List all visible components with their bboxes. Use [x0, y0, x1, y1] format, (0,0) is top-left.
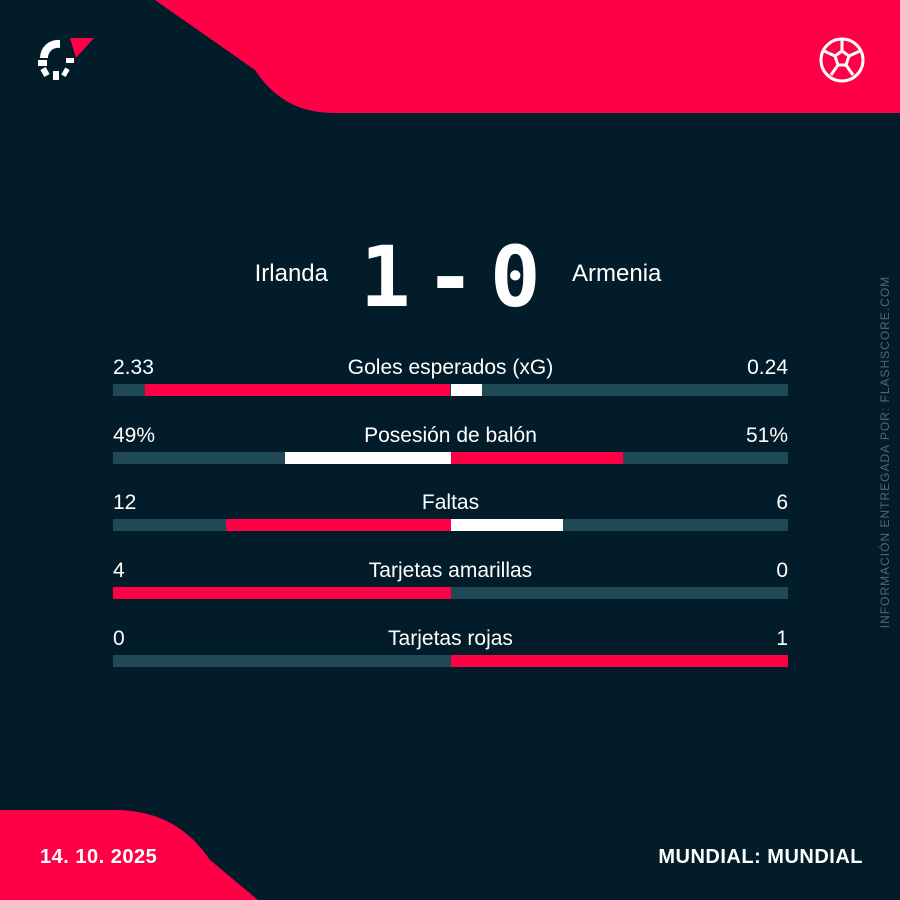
away-stat-value: 0.24 — [747, 356, 788, 379]
match-date: 14. 10. 2025 — [40, 846, 158, 868]
competition-name: MUNDIAL: MUNDIAL — [658, 846, 863, 868]
home-stat-bar — [113, 587, 451, 599]
stat-name: Goles esperados (xG) — [347, 356, 554, 379]
flashscore-logo-icon — [38, 38, 94, 80]
away-team-name: Armenia — [572, 260, 662, 287]
stat-name: Faltas — [421, 491, 480, 514]
away-stat-value: 1 — [776, 627, 788, 650]
home-stat-bar — [225, 519, 451, 531]
stat-row: 2.33 Goles esperados (xG) 0.24 — [113, 355, 788, 396]
header-red-band — [155, 0, 900, 113]
footer-red-shape — [0, 810, 258, 900]
home-stat-value: 0 — [113, 627, 125, 650]
stat-name: Tarjetas amarillas — [368, 559, 533, 582]
stat-row: 0 Tarjetas rojas 1 — [113, 626, 788, 667]
away-stat-value: 6 — [776, 491, 788, 514]
stat-bar-track — [113, 655, 788, 667]
stat-bar-track — [113, 587, 788, 599]
score-separator: - — [425, 228, 476, 326]
stat-row: 4 Tarjetas amarillas 0 — [113, 558, 788, 599]
home-stat-value: 49% — [113, 424, 156, 447]
away-score: 0 — [490, 228, 541, 326]
away-stat-bar — [450, 452, 623, 464]
source-credit: INFORMACIÓN ENTREGADA POR: FLASHSCORE.CO… — [878, 275, 892, 629]
stat-bar-track — [113, 384, 788, 396]
home-stat-value: 12 — [113, 491, 137, 514]
away-stat-value: 0 — [776, 559, 788, 582]
stat-row: 12 Faltas 6 — [113, 490, 788, 531]
away-stat-bar — [450, 655, 788, 667]
home-stat-value: 4 — [113, 559, 125, 582]
home-stat-value: 2.33 — [113, 356, 154, 379]
stat-name: Posesión de balón — [364, 424, 537, 447]
home-stat-bar — [285, 452, 451, 464]
stat-bar-track — [113, 452, 788, 464]
away-stat-bar — [450, 384, 483, 396]
home-stat-bar — [144, 384, 451, 396]
away-stat-value: 51% — [745, 424, 788, 447]
stat-bar-track — [113, 519, 788, 531]
away-stat-bar — [450, 519, 563, 531]
stat-row: 49% Posesión de balón 51% — [113, 423, 788, 464]
stat-name: Tarjetas rojas — [388, 627, 513, 650]
soccer-ball-icon — [819, 37, 865, 83]
home-team-name: Irlanda — [254, 260, 328, 287]
home-score: 1 — [360, 228, 411, 326]
